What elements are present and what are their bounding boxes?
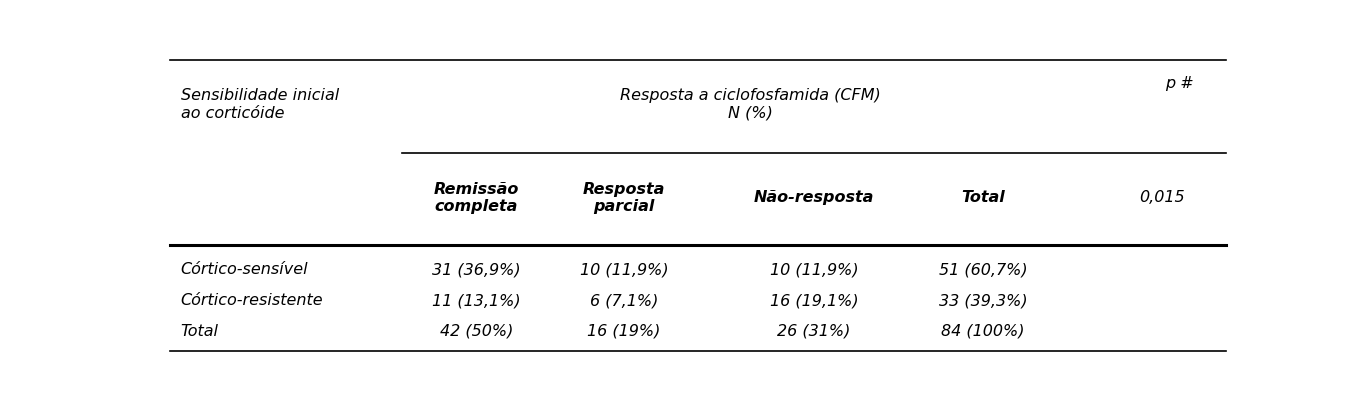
- Text: Remissão
completa: Remissão completa: [433, 182, 519, 214]
- Text: Córtico-resistente: Córtico-resistente: [181, 293, 323, 308]
- Text: 42 (50%): 42 (50%): [440, 324, 513, 339]
- Text: Total: Total: [181, 324, 219, 339]
- Text: p #: p #: [1166, 76, 1194, 90]
- Text: 84 (100%): 84 (100%): [941, 324, 1024, 339]
- Text: Resposta a ciclofosfamida (CFM)
N (%): Resposta a ciclofosfamida (CFM) N (%): [621, 88, 881, 121]
- Text: Córtico-sensível: Córtico-sensível: [181, 262, 308, 277]
- Text: Não-resposta: Não-resposta: [755, 190, 874, 205]
- Text: 26 (31%): 26 (31%): [778, 324, 851, 339]
- Text: 0,015: 0,015: [1140, 190, 1185, 205]
- Text: 6 (7,1%): 6 (7,1%): [590, 293, 658, 308]
- Text: Sensibilidade inicial
ao corticóide: Sensibilidade inicial ao corticóide: [181, 88, 339, 121]
- Text: 33 (39,3%): 33 (39,3%): [938, 293, 1027, 308]
- Text: 16 (19,1%): 16 (19,1%): [770, 293, 858, 308]
- Text: Resposta
parcial: Resposta parcial: [583, 182, 665, 214]
- Text: Total: Total: [962, 190, 1005, 205]
- Text: 10 (11,9%): 10 (11,9%): [580, 262, 669, 277]
- Text: 31 (36,9%): 31 (36,9%): [432, 262, 520, 277]
- Text: 51 (60,7%): 51 (60,7%): [938, 262, 1027, 277]
- Text: 10 (11,9%): 10 (11,9%): [770, 262, 858, 277]
- Text: 16 (19%): 16 (19%): [587, 324, 661, 339]
- Text: 11 (13,1%): 11 (13,1%): [432, 293, 520, 308]
